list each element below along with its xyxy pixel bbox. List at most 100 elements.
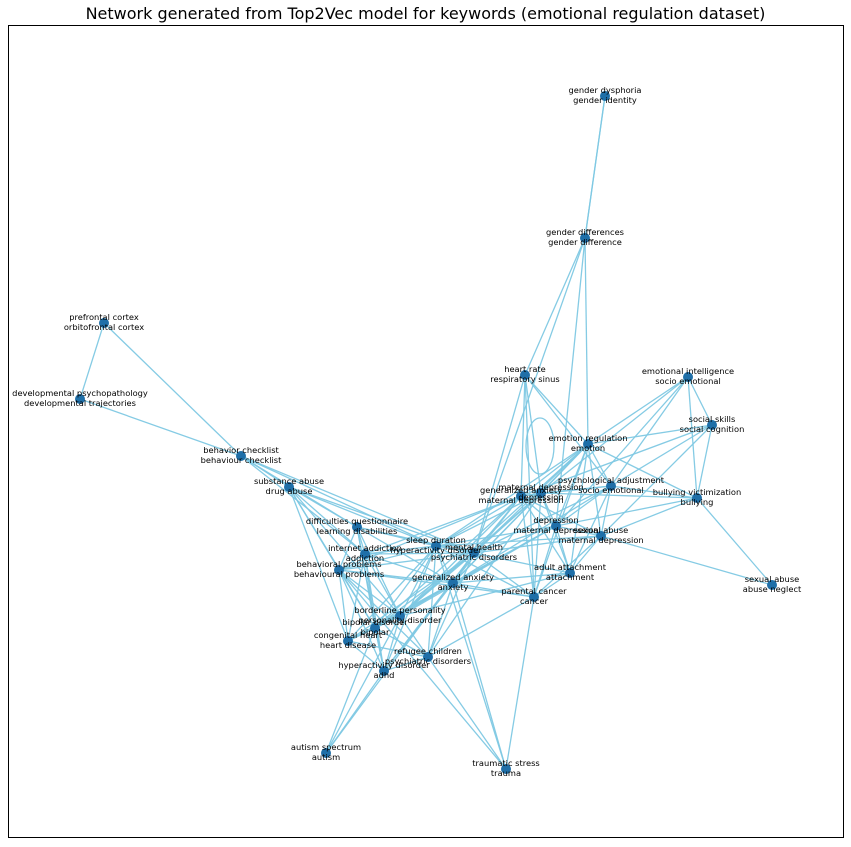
node-difficulties[interactable]	[352, 522, 362, 532]
node-label-autism-1: autism spectrum	[291, 742, 361, 752]
node-label-adhd-1: hyperactivity disorder	[338, 660, 430, 670]
node-mat_dep1[interactable]	[536, 488, 546, 498]
edge-prefrontal-behavior_checklist	[103, 322, 242, 457]
edge-psych_adj-mat_dep1	[540, 485, 612, 494]
edge-mental_health-bipolar	[374, 552, 475, 629]
node-label-congenital-2: heart disease	[320, 640, 376, 650]
node-label-parental_cancer-2: cancer	[520, 596, 549, 606]
edge-mental_health-congenital	[347, 552, 475, 642]
edge-gen_anx2-trauma	[452, 582, 507, 770]
node-congenital[interactable]	[343, 636, 353, 646]
node-label-bipolar-1: bipolar disorder	[342, 617, 408, 627]
edge-mat_dep1-parental_cancer	[533, 492, 542, 598]
edge-congenital-refugee	[347, 640, 429, 658]
edge-difficulties-gen_anx2	[356, 526, 454, 584]
node-prefrontal[interactable]	[99, 318, 109, 328]
node-label-mat_dep1-1: maternal depression	[498, 482, 583, 492]
edge-behav_problems-borderline	[338, 569, 401, 617]
node-devpsych[interactable]	[75, 394, 85, 404]
edge-emo_intel-psych_adj	[610, 376, 689, 487]
node-label-heart_rate-1: heart rate	[504, 364, 546, 374]
edge-sleep-trauma	[435, 545, 507, 770]
node-bullying[interactable]	[692, 493, 702, 503]
edge-mental_health-internet	[364, 552, 475, 555]
node-label-borderline-2: personality disorder	[359, 615, 443, 625]
node-label-gender_diff-2: gender difference	[548, 237, 622, 247]
node-heart_rate[interactable]	[520, 370, 530, 380]
edge-substance-internet	[288, 486, 366, 555]
node-borderline[interactable]	[395, 611, 405, 621]
edge-heart_rate-gen_anx1	[520, 374, 526, 497]
node-label-social_skills-1: social skills	[689, 414, 736, 424]
edge-borderline-refugee	[399, 615, 429, 658]
edge-gen_anx1-behav_problems	[338, 495, 522, 571]
node-label-trauma-2: trauma	[491, 768, 521, 778]
node-label-adult_attach-1: adult attachment	[534, 562, 607, 572]
edge-depression2-parental_cancer	[533, 525, 557, 598]
edge-sexual_abuse_mat-sexual_neglect	[600, 535, 773, 586]
edge-gen_anx1-depression2	[520, 495, 557, 527]
edge-prefrontal-devpsych	[79, 322, 105, 400]
node-label-gen_anx1-2: maternal depression	[478, 495, 563, 505]
node-label-substance-1: substance abuse	[254, 476, 324, 486]
edge-heart_rate-emo_reg	[524, 374, 589, 445]
node-label-mat_dep1-2: depression	[518, 492, 563, 502]
node-label-behavior_checklist-2: behaviour checklist	[201, 455, 283, 465]
edge-mat_dep1-refugee	[427, 492, 542, 658]
node-behavior_checklist[interactable]	[236, 451, 246, 461]
node-refugee[interactable]	[423, 652, 433, 662]
edge-heart_rate-parental_cancer	[524, 374, 535, 598]
node-label-emo_intel-2: socio emotional	[655, 376, 721, 386]
node-label-gen_anx2-1: generalized anxiety	[412, 572, 494, 582]
edge-bipolar-adhd	[374, 627, 385, 672]
node-label-sleep-1: sleep duration	[406, 535, 466, 545]
node-label-adhd-2: adhd	[374, 670, 395, 680]
edge-adult_attach-parental_cancer	[533, 572, 571, 598]
node-autism[interactable]	[321, 748, 331, 758]
node-label-refugee-2: psychiatric disorders	[385, 656, 471, 666]
node-emo_reg[interactable]	[583, 439, 593, 449]
edge-social_skills-bullying	[696, 424, 713, 499]
node-adhd[interactable]	[379, 666, 389, 676]
edge-gen_anx1-adult_attach	[520, 495, 571, 574]
node-gender_dysphoria[interactable]	[600, 91, 610, 101]
edge-emo_intel-emo_reg	[587, 376, 689, 445]
node-trauma[interactable]	[501, 764, 511, 774]
node-sexual_neglect[interactable]	[767, 580, 777, 590]
edge-emo_reg-sleep	[435, 443, 589, 547]
node-label-parental_cancer-1: parental cancer	[501, 586, 567, 596]
node-mental_health[interactable]	[469, 548, 479, 558]
edge-congenital-adhd	[347, 640, 385, 672]
node-gen_anx1[interactable]	[516, 491, 526, 501]
node-label-congenital-1: congenital heart	[314, 630, 383, 640]
node-label-sexual_abuse_mat-2: maternal depression	[558, 535, 643, 545]
node-label-borderline-1: borderline personality	[354, 605, 445, 615]
node-sleep[interactable]	[431, 541, 441, 551]
node-label-heart_rate-2: respiratory sinus	[490, 374, 559, 384]
node-label-sexual_neglect-2: abuse neglect	[743, 584, 802, 594]
node-sexual_abuse_mat[interactable]	[596, 531, 606, 541]
node-bipolar[interactable]	[370, 623, 380, 633]
node-gender_diff[interactable]	[580, 233, 590, 243]
edge-social_skills-sexual_abuse_mat	[600, 424, 713, 537]
node-gen_anx2[interactable]	[448, 578, 458, 588]
node-behav_problems[interactable]	[334, 565, 344, 575]
node-depression2[interactable]	[551, 521, 561, 531]
edge-emo_reg-parental_cancer	[533, 443, 589, 598]
node-label-sexual_abuse_mat-1: sexual abuse	[574, 525, 629, 535]
edge-social_skills-gen_anx1	[520, 424, 713, 497]
node-psych_adj[interactable]	[606, 481, 616, 491]
edge-gen_anx2-parental_cancer	[452, 582, 535, 598]
node-emo_intel[interactable]	[683, 372, 693, 382]
node-adult_attach[interactable]	[565, 568, 575, 578]
edge-behav_problems-parental_cancer	[338, 569, 535, 598]
node-substance[interactable]	[284, 482, 294, 492]
self-loop-emo_reg	[525, 417, 555, 475]
edge-social_skills-psych_adj	[610, 424, 713, 487]
edge-sexual_abuse_mat-adult_attach	[569, 535, 602, 574]
node-social_skills[interactable]	[707, 420, 717, 430]
node-parental_cancer[interactable]	[529, 592, 539, 602]
node-internet[interactable]	[360, 549, 370, 559]
